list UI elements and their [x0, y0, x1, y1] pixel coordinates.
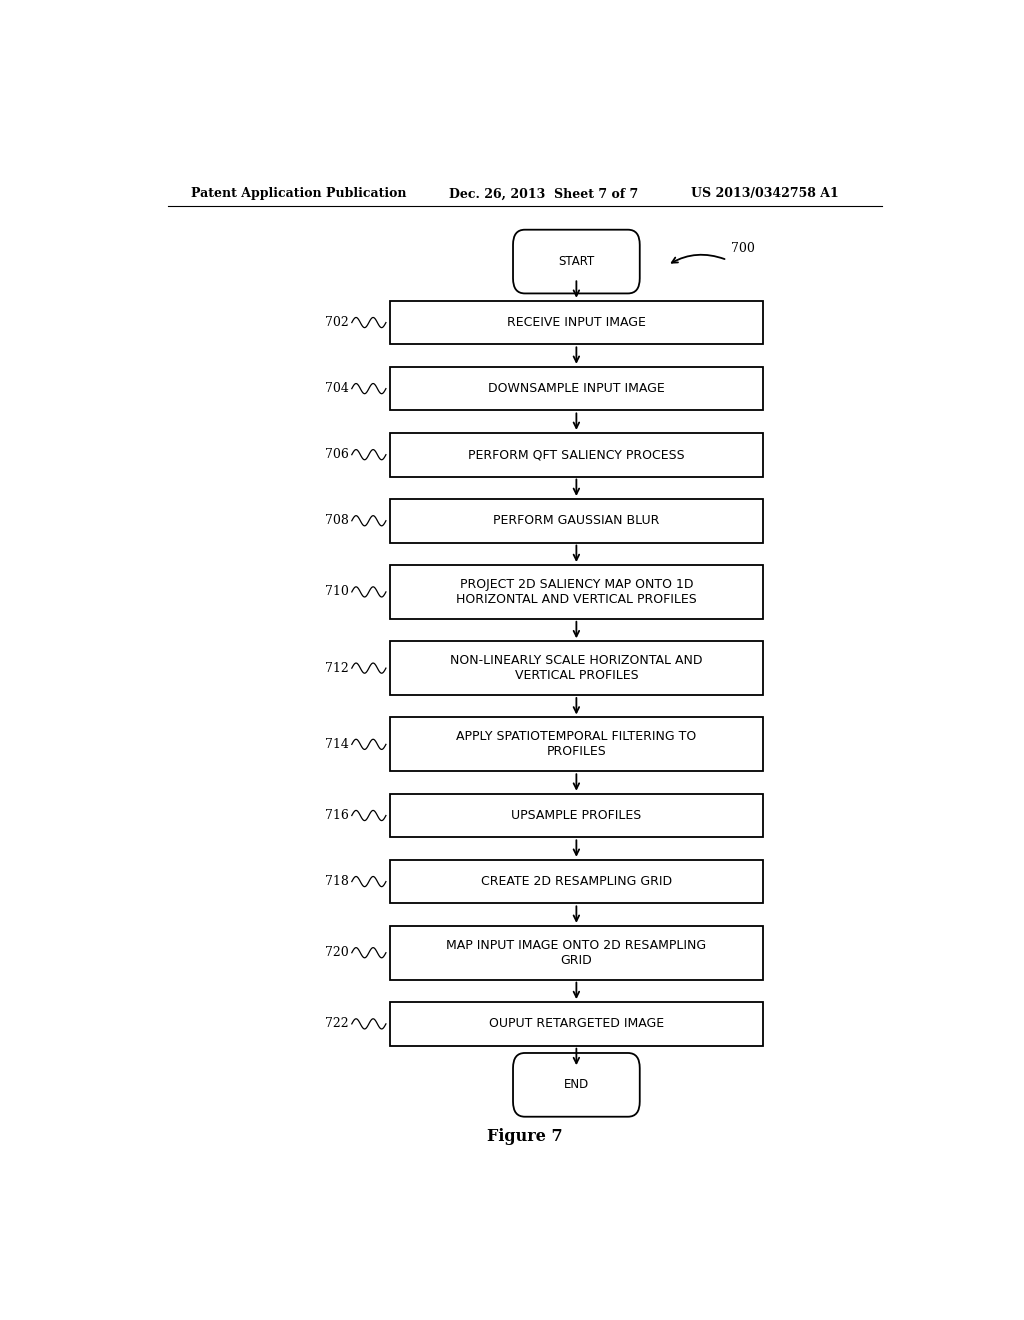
Text: END: END [564, 1078, 589, 1092]
Text: 718: 718 [325, 875, 348, 888]
Text: 706: 706 [325, 449, 348, 461]
Text: 722: 722 [325, 1018, 348, 1031]
Text: OUPUT RETARGETED IMAGE: OUPUT RETARGETED IMAGE [488, 1018, 664, 1031]
Bar [390, 301, 763, 345]
Bar [390, 718, 763, 771]
FancyBboxPatch shape [513, 230, 640, 293]
Text: 720: 720 [325, 946, 348, 960]
Bar [390, 499, 763, 543]
Bar [390, 367, 763, 411]
Bar [390, 1002, 763, 1045]
Text: START: START [558, 255, 595, 268]
Text: 702: 702 [325, 315, 348, 329]
Text: MAP INPUT IMAGE ONTO 2D RESAMPLING
GRID: MAP INPUT IMAGE ONTO 2D RESAMPLING GRID [446, 939, 707, 966]
Bar [390, 565, 763, 619]
Text: 704: 704 [325, 381, 348, 395]
Text: PROJECT 2D SALIENCY MAP ONTO 1D
HORIZONTAL AND VERTICAL PROFILES: PROJECT 2D SALIENCY MAP ONTO 1D HORIZONT… [456, 578, 696, 606]
Text: Patent Application Publication: Patent Application Publication [191, 187, 407, 201]
Text: 712: 712 [325, 661, 348, 675]
Bar [390, 433, 763, 477]
Bar [390, 642, 763, 696]
Text: CREATE 2D RESAMPLING GRID: CREATE 2D RESAMPLING GRID [481, 875, 672, 888]
Bar [390, 925, 763, 979]
Text: DOWNSAMPLE INPUT IMAGE: DOWNSAMPLE INPUT IMAGE [488, 381, 665, 395]
Text: Figure 7: Figure 7 [487, 1127, 562, 1144]
Text: US 2013/0342758 A1: US 2013/0342758 A1 [691, 187, 840, 201]
Text: APPLY SPATIOTEMPORAL FILTERING TO
PROFILES: APPLY SPATIOTEMPORAL FILTERING TO PROFIL… [457, 730, 696, 759]
Text: Dec. 26, 2013  Sheet 7 of 7: Dec. 26, 2013 Sheet 7 of 7 [450, 187, 639, 201]
Bar [390, 793, 763, 837]
Text: 700: 700 [731, 242, 755, 255]
Text: 708: 708 [325, 515, 348, 527]
FancyBboxPatch shape [513, 1053, 640, 1117]
Text: PERFORM GAUSSIAN BLUR: PERFORM GAUSSIAN BLUR [494, 515, 659, 527]
Text: UPSAMPLE PROFILES: UPSAMPLE PROFILES [511, 809, 641, 822]
Text: RECEIVE INPUT IMAGE: RECEIVE INPUT IMAGE [507, 315, 646, 329]
Text: 714: 714 [325, 738, 348, 751]
Text: PERFORM QFT SALIENCY PROCESS: PERFORM QFT SALIENCY PROCESS [468, 449, 685, 461]
Text: 710: 710 [325, 585, 348, 598]
Bar [390, 859, 763, 903]
Text: 716: 716 [325, 809, 348, 822]
Text: NON-LINEARLY SCALE HORIZONTAL AND
VERTICAL PROFILES: NON-LINEARLY SCALE HORIZONTAL AND VERTIC… [451, 655, 702, 682]
